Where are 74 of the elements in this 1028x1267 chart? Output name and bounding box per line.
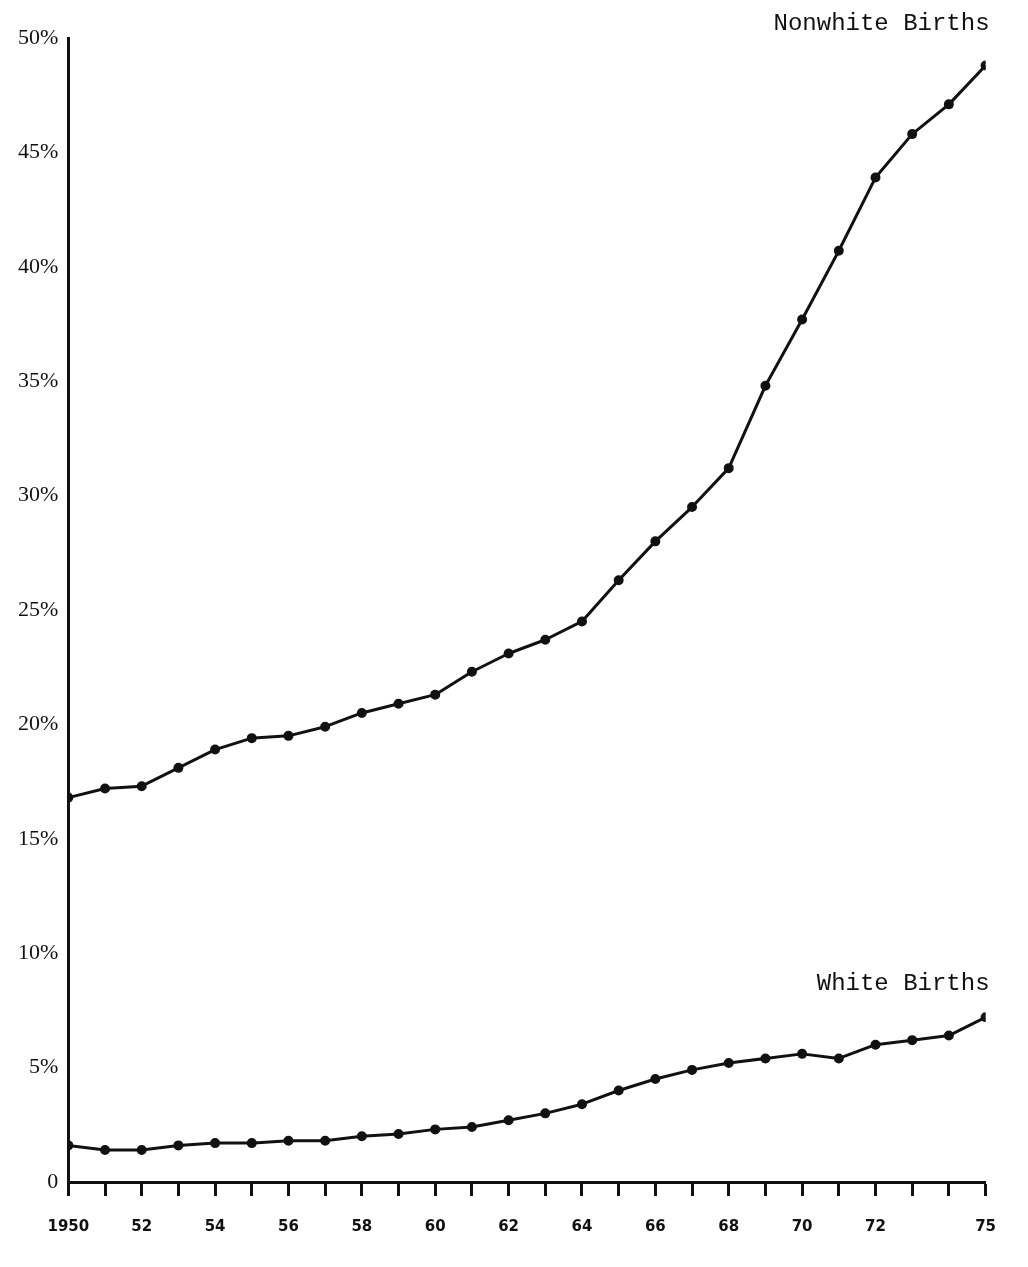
point bbox=[576, 616, 587, 627]
y-tick-label: 0 bbox=[47, 1167, 59, 1193]
point bbox=[356, 1131, 367, 1142]
point bbox=[760, 1053, 771, 1064]
point bbox=[613, 575, 624, 586]
x-tick-label: 64 bbox=[571, 1216, 593, 1235]
y-tick-label: 50% bbox=[18, 23, 59, 49]
y-tick-label: 45% bbox=[18, 138, 59, 164]
x-tick-label: 56 bbox=[278, 1216, 299, 1235]
point bbox=[687, 1064, 698, 1075]
point bbox=[210, 1138, 221, 1149]
x-tick-label: 70 bbox=[791, 1216, 813, 1235]
x-tick-label: 72 bbox=[865, 1216, 886, 1235]
point bbox=[393, 1128, 404, 1139]
point bbox=[136, 1144, 147, 1155]
y-tick-label: 25% bbox=[18, 595, 59, 621]
point bbox=[430, 1124, 441, 1135]
point bbox=[540, 1108, 551, 1119]
point bbox=[246, 733, 257, 744]
point bbox=[943, 1030, 954, 1041]
point bbox=[283, 730, 294, 741]
point bbox=[797, 1048, 808, 1059]
x-tick-label: 1950 bbox=[47, 1216, 90, 1235]
point bbox=[833, 245, 844, 256]
point bbox=[430, 689, 441, 700]
y-tick-label: 40% bbox=[18, 252, 59, 278]
point bbox=[210, 744, 221, 755]
point bbox=[613, 1085, 624, 1096]
point bbox=[356, 707, 367, 718]
x-tick-label: 54 bbox=[204, 1216, 226, 1235]
point bbox=[466, 1122, 477, 1133]
x-tick-label: 52 bbox=[131, 1216, 153, 1235]
x-tick-label: 68 bbox=[718, 1216, 740, 1235]
point bbox=[907, 129, 918, 140]
x-tick-label: 58 bbox=[351, 1216, 373, 1235]
point bbox=[833, 1053, 844, 1064]
point bbox=[136, 781, 147, 792]
point bbox=[173, 762, 184, 773]
point bbox=[540, 634, 551, 645]
point bbox=[576, 1099, 587, 1110]
point bbox=[466, 666, 477, 677]
point bbox=[723, 1058, 734, 1069]
x-tick-label: 75 bbox=[975, 1216, 996, 1235]
point bbox=[650, 536, 661, 547]
point bbox=[943, 99, 954, 110]
point bbox=[503, 648, 514, 659]
series-label: White Births bbox=[816, 969, 990, 997]
point bbox=[870, 172, 881, 183]
point bbox=[723, 463, 734, 474]
point bbox=[393, 698, 404, 709]
point bbox=[283, 1135, 294, 1146]
point bbox=[100, 1144, 111, 1155]
point bbox=[870, 1039, 881, 1050]
y-tick-label: 15% bbox=[18, 824, 59, 850]
point bbox=[760, 380, 771, 391]
x-tick-label: 60 bbox=[424, 1216, 446, 1235]
point bbox=[503, 1115, 514, 1126]
point bbox=[907, 1035, 918, 1046]
y-tick-label: 30% bbox=[18, 481, 59, 507]
series-label: Nonwhite Births bbox=[773, 10, 990, 38]
point bbox=[173, 1140, 184, 1151]
point bbox=[320, 721, 331, 732]
point bbox=[797, 314, 808, 325]
point bbox=[100, 783, 111, 794]
y-tick-label: 35% bbox=[18, 366, 59, 392]
point bbox=[246, 1138, 257, 1149]
x-tick-label: 66 bbox=[644, 1216, 666, 1235]
y-tick-label: 20% bbox=[18, 710, 59, 736]
y-tick-label: 10% bbox=[18, 938, 59, 964]
point bbox=[650, 1074, 661, 1085]
y-tick-label: 5% bbox=[29, 1053, 59, 1079]
point bbox=[320, 1135, 331, 1146]
point bbox=[687, 502, 698, 513]
x-tick-label: 62 bbox=[498, 1216, 520, 1235]
